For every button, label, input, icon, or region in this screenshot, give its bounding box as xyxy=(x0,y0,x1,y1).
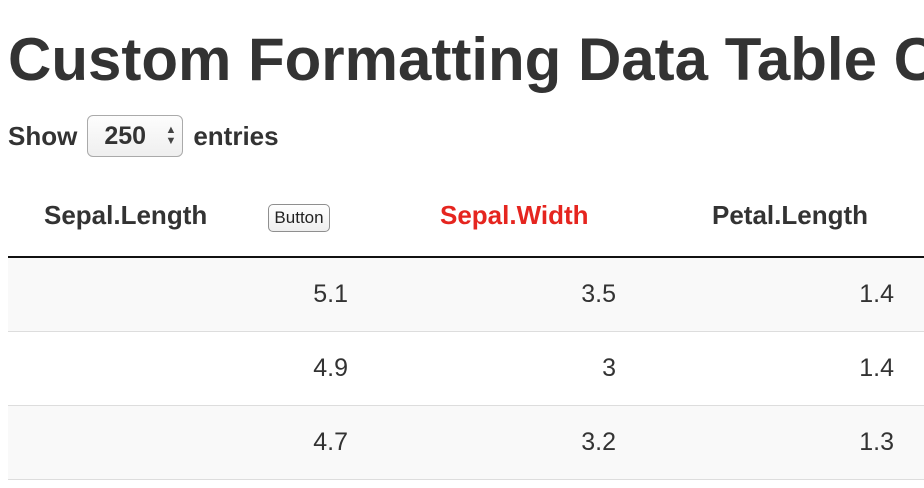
cell-petal-length: 1.4 xyxy=(859,280,894,308)
cell-sepal-length: 4.7 xyxy=(313,428,348,456)
cell-petal-length: 1.4 xyxy=(859,354,894,382)
table-row: 4.9 3 1.4 xyxy=(8,332,924,406)
show-label: Show xyxy=(8,120,78,151)
cell-petal-length: 1.3 xyxy=(859,428,894,456)
cell-sepal-width: 3.2 xyxy=(581,428,616,456)
table-row: 5.1 3.5 1.4 xyxy=(8,258,924,332)
entries-select-value: 250 xyxy=(104,121,147,150)
cell-sepal-width: 3 xyxy=(602,354,616,382)
cell-sepal-length: 5.1 xyxy=(313,280,348,308)
page-title: Custom Formatting Data Table Co xyxy=(8,26,924,93)
table-row: 4.7 3.2 1.3 xyxy=(8,406,924,480)
cell-sepal-width: 3.5 xyxy=(581,280,616,308)
entries-select[interactable]: 250 ▲ ▼ xyxy=(87,115,184,157)
header-petal-length[interactable]: Petal.Length xyxy=(712,200,869,230)
entries-length-control: Show 250 ▲ ▼ entries xyxy=(8,114,279,158)
entries-label: entries xyxy=(193,120,279,151)
header-sepal-length[interactable]: Sepal.Length xyxy=(44,200,208,230)
updown-arrows-icon: ▲ ▼ xyxy=(165,124,177,147)
cell-sepal-length: 4.9 xyxy=(313,354,348,382)
header-sepal-width[interactable]: Sepal.Width xyxy=(440,200,589,230)
header-button[interactable]: Button xyxy=(268,204,330,232)
table-body: 5.1 3.5 1.4 4.9 3 1.4 4.7 3.2 1.3 xyxy=(8,258,924,480)
table-header: Sepal.Length Button Sepal.Width Petal.Le… xyxy=(8,178,924,258)
